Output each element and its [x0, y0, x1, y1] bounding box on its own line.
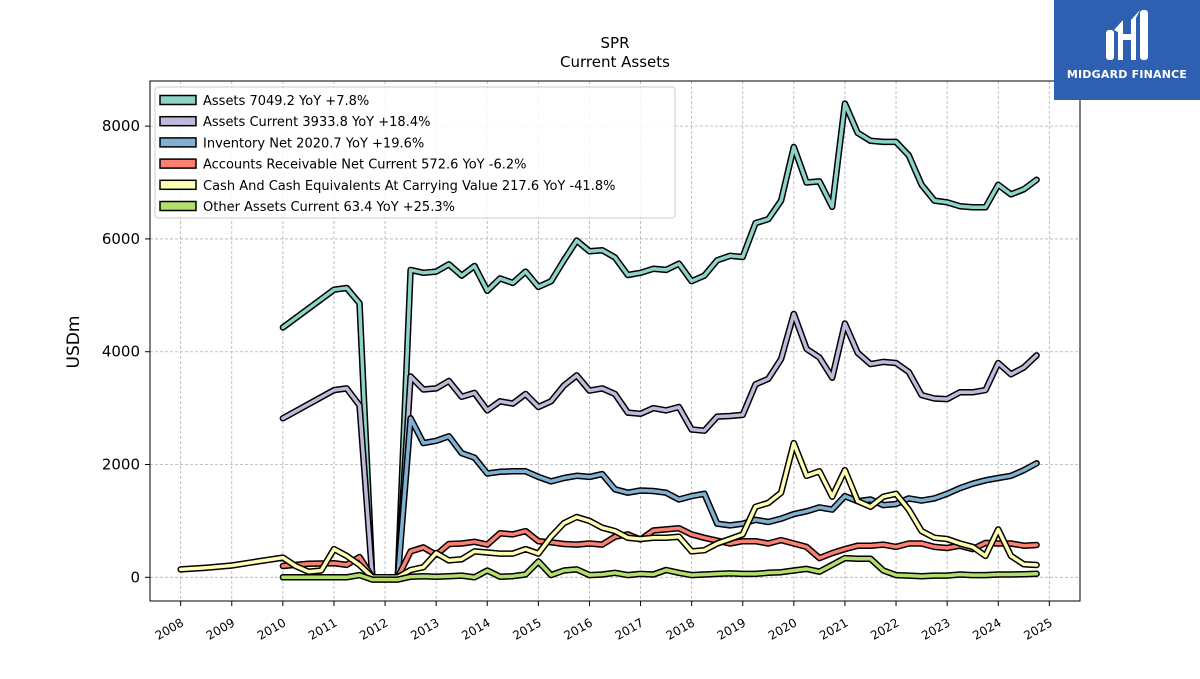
series-line-3 — [281, 526, 1039, 580]
brand-logo: MIDGARD FINANCE — [1054, 0, 1200, 100]
x-tick-label: 2023 — [919, 615, 952, 642]
y-tick-label: 8000 — [102, 117, 140, 135]
series-layer — [177, 100, 1040, 583]
x-tick-label: 2011 — [306, 615, 339, 642]
legend-swatch-2 — [159, 137, 197, 148]
legend-swatch-3 — [159, 158, 197, 169]
legend-swatch-4 — [159, 179, 197, 191]
brand-mark-icon — [1106, 10, 1148, 60]
legend-label-0: Assets 7049.2 YoY +7.8% — [203, 94, 369, 109]
chart-title: SPR — [601, 34, 630, 52]
x-tick-label: 2008 — [153, 615, 186, 642]
legend-swatch-5 — [159, 200, 197, 212]
x-tick-label: 2025 — [1021, 615, 1054, 642]
x-tick-label: 2014 — [459, 615, 492, 642]
x-tick-label: 2019 — [715, 615, 748, 642]
legend-swatch-1 — [159, 115, 197, 127]
y-axis-label: USDm — [64, 316, 84, 369]
legend-label-3: Accounts Receivable Net Current 572.6 Yo… — [203, 158, 526, 173]
series-line-2 — [370, 416, 1039, 580]
series-line-0 — [281, 101, 1039, 580]
legend: Assets 7049.2 YoY +7.8% Assets Current 39… — [154, 86, 676, 219]
plot-frame — [149, 80, 1081, 602]
x-tick-label: 2024 — [970, 615, 1003, 642]
series-line-4 — [178, 441, 1039, 580]
x-tick-label: 2010 — [255, 615, 288, 642]
x-tick-label: 2013 — [408, 615, 441, 642]
brand-name: MIDGARD FINANCE — [1066, 68, 1188, 81]
y-tick-label: 2000 — [102, 456, 140, 474]
x-tick-label: 2018 — [664, 615, 697, 642]
y-tick-label: 0 — [130, 568, 140, 586]
legend-label-4: Cash And Cash Equivalents At Carrying Va… — [203, 179, 615, 194]
series-line-1 — [281, 312, 1039, 580]
x-tick-label: 2012 — [357, 615, 390, 642]
x-tick-label: 2022 — [868, 615, 901, 642]
x-tick-label: 2009 — [204, 615, 237, 642]
x-tick-label: 2017 — [613, 615, 646, 642]
x-tick-label: 2021 — [817, 615, 850, 642]
x-tick-label: 2015 — [510, 615, 543, 642]
series-line-5 — [281, 556, 1039, 582]
y-tick-label: 4000 — [102, 343, 140, 361]
x-tick-label: 2016 — [561, 615, 594, 642]
chart-subtitle: Current Assets — [560, 53, 670, 71]
legend-label-2: Inventory Net 2020.7 YoY +19.6% — [203, 136, 424, 151]
x-tick-label: 2020 — [766, 615, 799, 642]
legend-label-1: Assets Current 3933.8 YoY +18.4% — [203, 115, 430, 130]
y-tick-label: 6000 — [102, 230, 140, 248]
legend-box — [154, 86, 676, 219]
legend-label-5: Other Assets Current 63.4 YoY +25.3% — [203, 200, 455, 215]
legend-swatch-0 — [159, 94, 197, 106]
